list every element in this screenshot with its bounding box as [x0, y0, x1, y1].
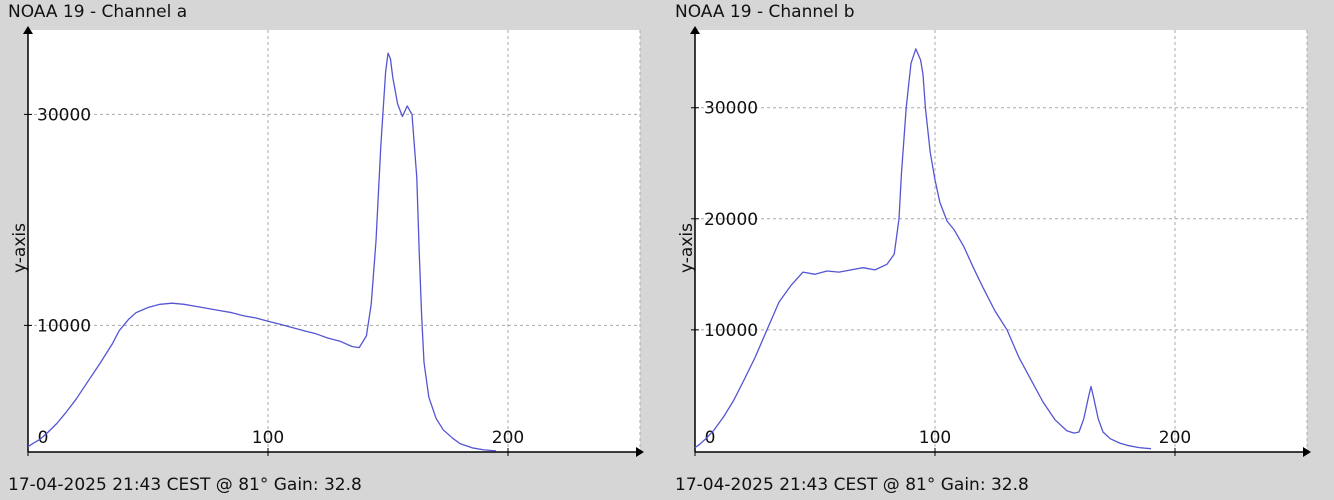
y-axis-arrow: [690, 26, 700, 34]
chart-plot: 0 100 200 10000 20000 30000: [690, 26, 1311, 457]
chart-footer: 17-04-2025 21:43 CEST @ 81° Gain: 32.8: [8, 475, 362, 495]
plot-background: [28, 30, 640, 452]
chart-panel-b: NOAA 19 - Channel b y-axis 0 100 200 10000 2…: [667, 0, 1334, 500]
x-axis-arrow: [636, 447, 644, 457]
chart-title: NOAA 19 - Channel a: [8, 2, 188, 22]
y-tick-label: 30000: [37, 105, 91, 125]
y-tick-label: 10000: [37, 316, 91, 336]
x-tick-label: 0: [705, 428, 716, 448]
y-tick-label: 10000: [704, 321, 758, 341]
chart-plot: 0 100 200 10000 30000: [23, 26, 644, 457]
y-tick-label: 20000: [704, 210, 758, 230]
x-axis-arrow: [1303, 447, 1311, 457]
x-tick-label: 100: [252, 428, 284, 448]
x-tick-label: 200: [492, 428, 524, 448]
chart-title: NOAA 19 - Channel b: [675, 2, 855, 22]
chart-footer: 17-04-2025 21:43 CEST @ 81° Gain: 32.8: [675, 475, 1029, 495]
series-line: [694, 48, 1152, 450]
plot-background: [695, 30, 1307, 452]
x-tick-label: 100: [919, 428, 951, 448]
chart-panel-a: NOAA 19 - Channel a y-axis 0 100 200 10000 3…: [8, 2, 644, 495]
y-tick-label: 30000: [704, 99, 758, 119]
x-tick-label: 200: [1159, 428, 1191, 448]
y-axis-arrow: [23, 26, 33, 34]
x-tick-label: 0: [38, 428, 49, 448]
series-line: [27, 52, 497, 452]
